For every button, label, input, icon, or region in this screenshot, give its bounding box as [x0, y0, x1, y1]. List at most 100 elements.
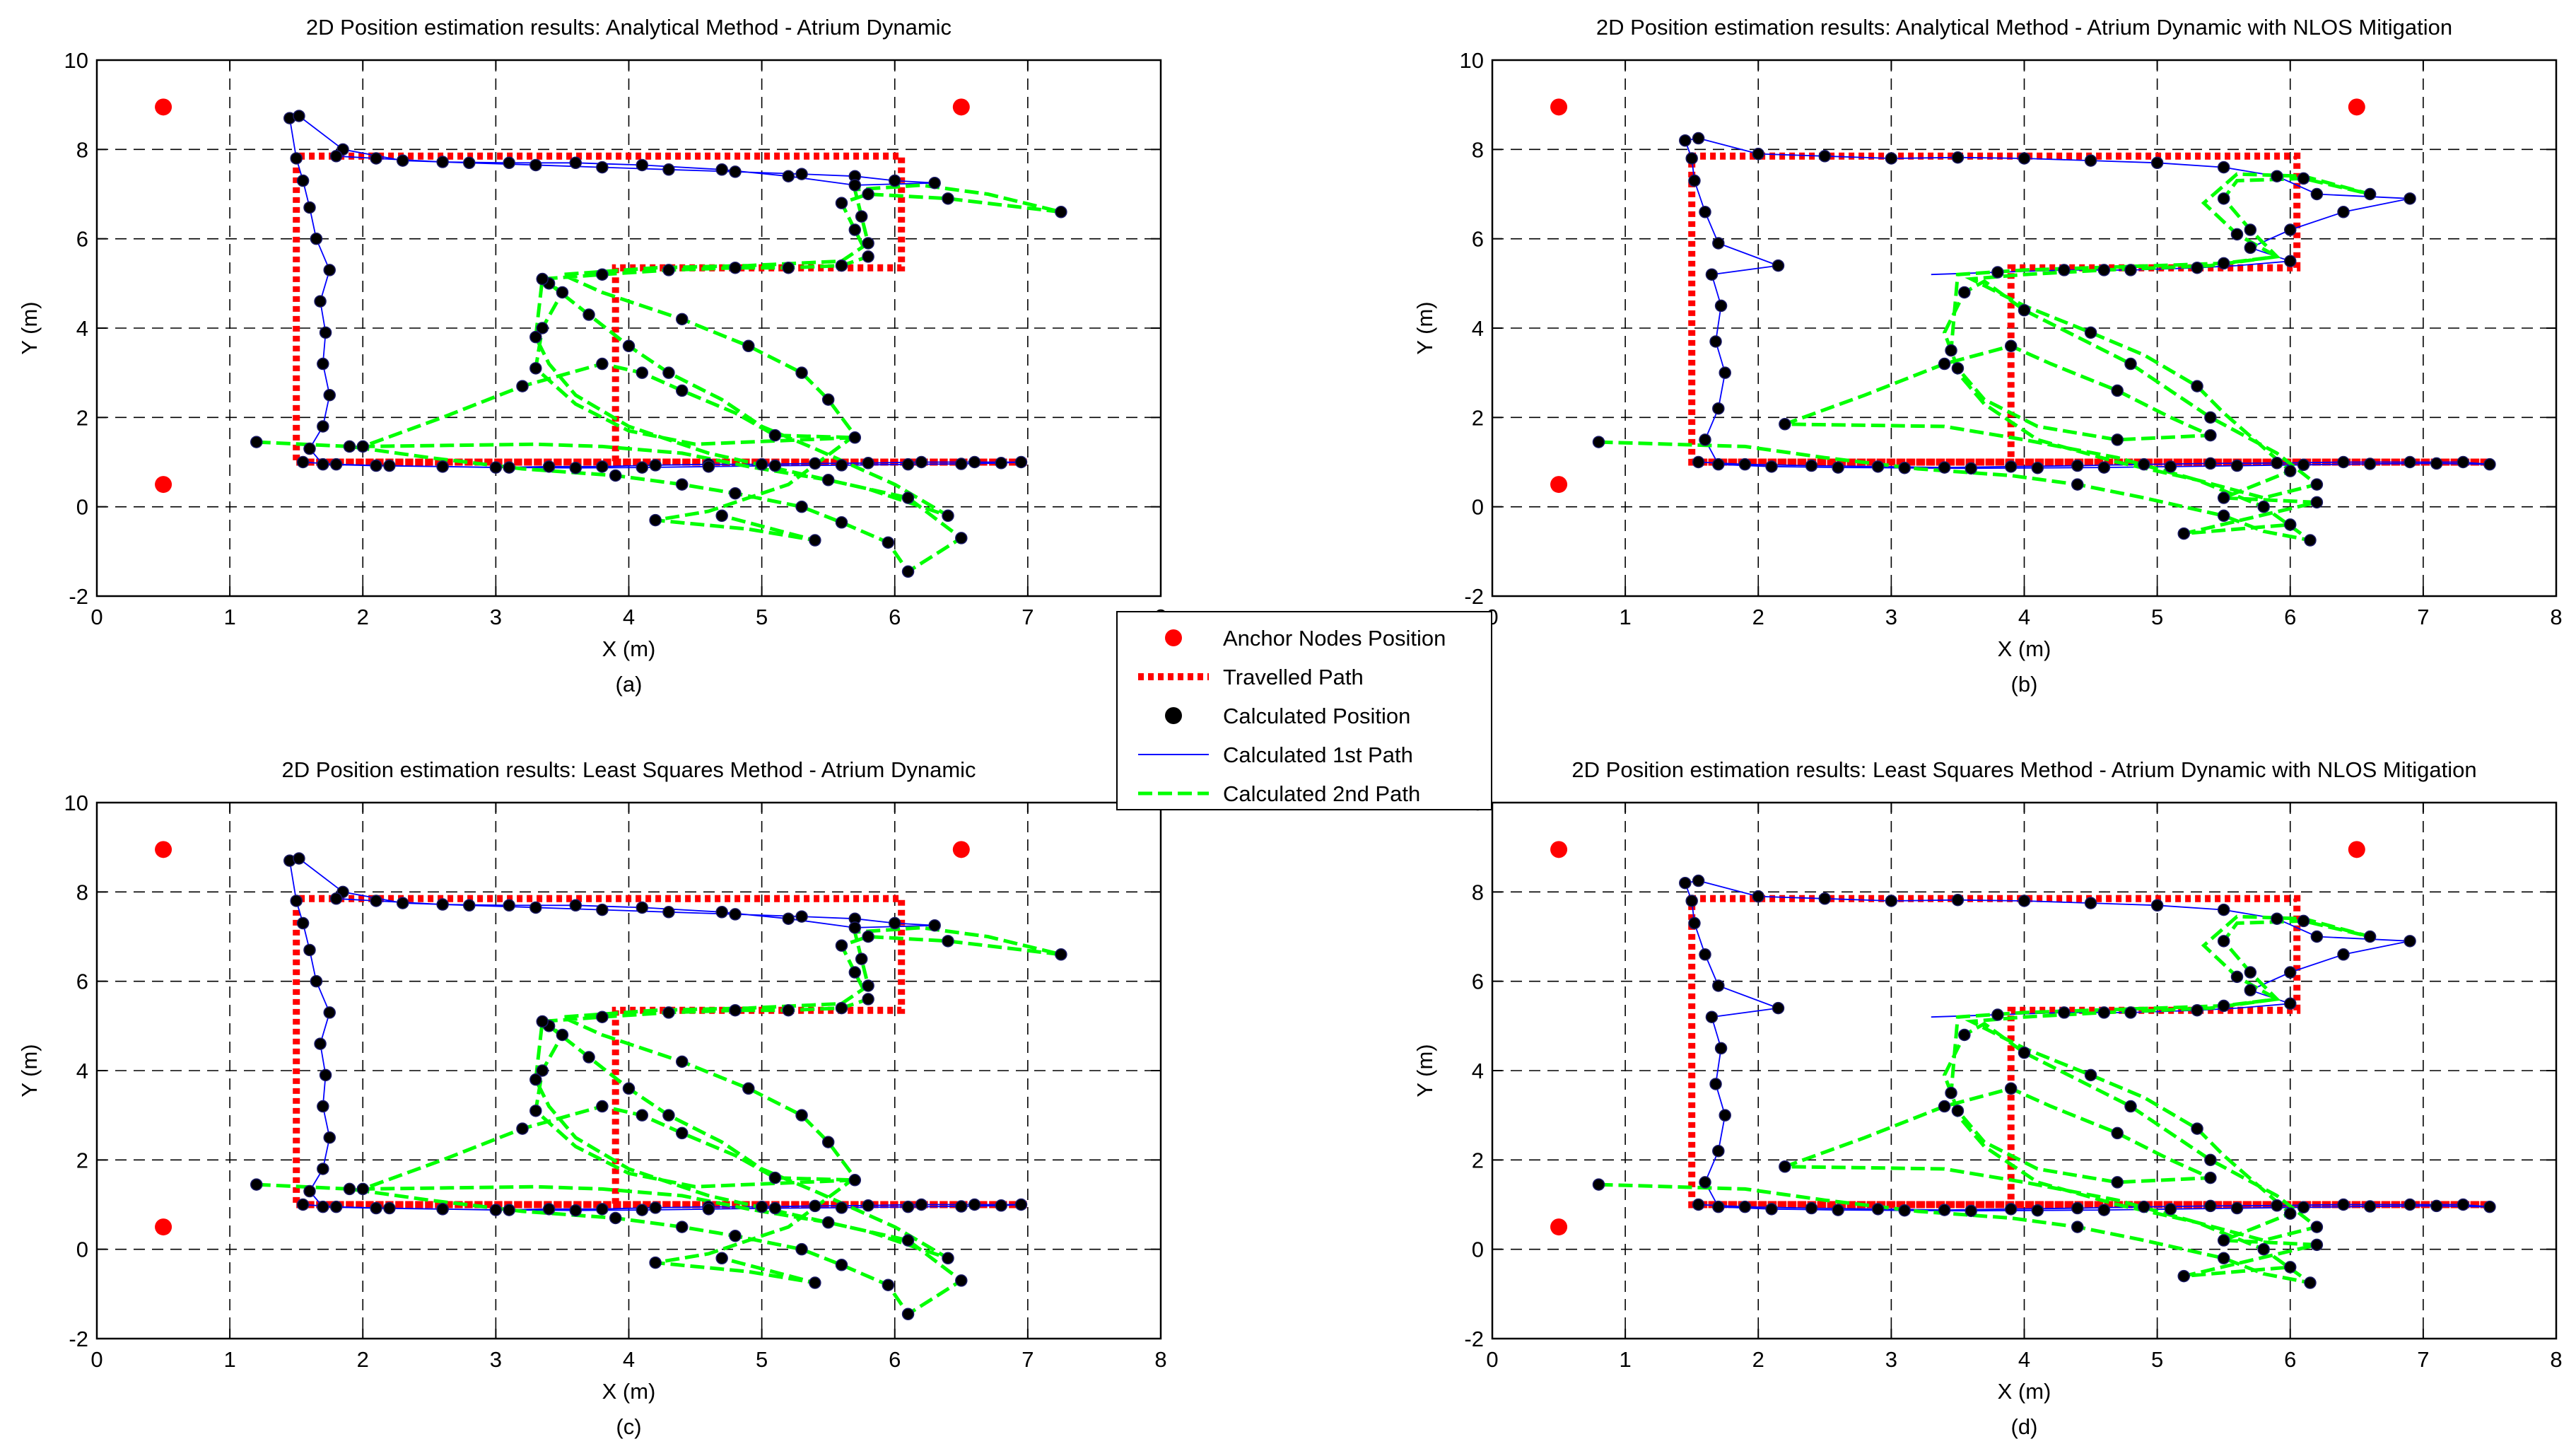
calculated-position-point	[2177, 1269, 2190, 1283]
calculated-position-point	[516, 380, 529, 392]
anchor-node-point	[952, 841, 970, 858]
calculated-position-point	[529, 330, 542, 344]
calculated-position-point	[2404, 935, 2416, 948]
calculated-position-point	[1938, 461, 1951, 474]
calculated-position-point	[755, 1200, 768, 1213]
calculated-position-point	[596, 1100, 609, 1113]
calculated-position-point	[729, 261, 742, 274]
calculated-position-point	[536, 322, 549, 334]
calculated-position-point	[862, 250, 874, 263]
calculated-position-point	[2404, 455, 2416, 469]
calculated-position-point	[1772, 1001, 1785, 1015]
calculated-position-point	[676, 1055, 689, 1068]
anchor-node-point	[155, 841, 172, 858]
calculated-position-point	[862, 930, 874, 943]
calculated-position-point	[303, 442, 316, 455]
calculated-position-point	[2457, 455, 2470, 469]
anchor-nodes	[1550, 841, 2365, 1236]
calculated-position-point	[821, 393, 835, 406]
y-tick-label: 4	[76, 1059, 88, 1083]
calculated-position-point	[2310, 1238, 2324, 1252]
calculated-position-point	[596, 1011, 609, 1023]
calculated-position-point	[768, 459, 782, 472]
calculated-position-point	[2404, 192, 2416, 205]
x-tick-label: 2	[1752, 1347, 1764, 1372]
calculated-position-point	[2150, 899, 2164, 912]
calculated-position-point	[356, 440, 369, 453]
calculated-position-point	[370, 1201, 382, 1215]
calculated-position-point	[2310, 930, 2324, 943]
calculated-position-point	[2111, 384, 2124, 397]
calculated-position-point	[855, 210, 868, 223]
calculated-position-point	[1712, 237, 1725, 250]
grid	[97, 803, 1161, 1339]
calculated-position-point	[676, 384, 689, 397]
calculated-position-point	[2304, 534, 2317, 547]
legend-label: Anchor Nodes Position	[1223, 626, 1446, 651]
y-tick-label: 8	[1472, 880, 1484, 904]
y-tick-label: 8	[76, 137, 88, 162]
x-tick-label: 8	[1154, 1347, 1166, 1372]
legend-marker	[1165, 629, 1182, 646]
y-tick-label: 10	[64, 791, 88, 815]
calculated-position-point	[2164, 460, 2177, 473]
calculated-position-point	[1898, 1204, 1911, 1217]
anchor-nodes	[1550, 98, 2365, 494]
calculated-position-point	[323, 1131, 336, 1144]
calculated-position-point	[436, 460, 449, 473]
y-tick-label: -2	[1464, 1327, 1484, 1351]
calculated-position-point	[329, 458, 343, 471]
calculated-position-point	[1765, 460, 1778, 473]
calculated-position-point	[636, 1109, 649, 1122]
y-tick-label: 4	[76, 316, 88, 341]
y-tick-label: 10	[64, 48, 88, 73]
calculated-position-point	[855, 953, 868, 965]
calculated-position-point	[329, 892, 343, 905]
x-tick-label: 3	[490, 605, 502, 629]
calculated-position-point	[901, 1308, 915, 1321]
calculated-position-point	[489, 1204, 503, 1216]
calculated-position-point	[1951, 893, 1965, 907]
calculated-position-point	[915, 455, 928, 469]
calculated-position-point	[2124, 264, 2137, 276]
x-tick-label: 1	[1620, 1347, 1632, 1372]
calculated-position-point	[383, 459, 396, 472]
calculated-position-point	[2310, 478, 2324, 491]
calculated-position-point	[636, 158, 649, 172]
calculated-position-point	[862, 993, 874, 1006]
calculated-position-point	[901, 1234, 915, 1247]
calculated-position-point	[1692, 132, 1705, 145]
calculated-position-point	[882, 536, 895, 549]
calculated-position-point	[329, 150, 343, 163]
calculated-position-point	[542, 460, 556, 473]
calculated-position-point	[323, 1006, 336, 1019]
calculated-position-point	[1898, 461, 1911, 474]
legend-item: Calculated 1st Path	[1138, 742, 1413, 767]
x-tick-label: 4	[623, 1347, 635, 1372]
y-tick-label: 8	[1472, 137, 1484, 162]
calculated-position-point	[250, 1178, 263, 1191]
calculated-position-point	[396, 897, 409, 909]
y-tick-label: -2	[69, 1327, 88, 1351]
calculated-position-point	[1951, 151, 1965, 164]
calculated-position-point	[768, 1171, 782, 1184]
calculated-position-point	[1951, 362, 1965, 375]
calculated-position-point	[809, 1276, 821, 1289]
calculated-position-point	[1709, 335, 1722, 348]
calculated-position-point	[942, 1252, 954, 1265]
calculated-position-point	[715, 906, 728, 919]
calculated-position-point	[1965, 462, 1977, 475]
calculated-position-point	[317, 1163, 329, 1175]
calculated-position-point	[835, 1259, 848, 1271]
calculated-position-point	[809, 457, 821, 470]
grid	[1492, 60, 2556, 596]
y-axis-label: Y (m)	[1412, 301, 1437, 354]
calculated-position-point	[1832, 461, 1844, 474]
x-tick-label: 4	[623, 605, 635, 629]
calculated-position-point	[1719, 1109, 1731, 1122]
calculated-position-point	[2284, 465, 2297, 477]
calculated-position-point	[2457, 1198, 2470, 1211]
calculated-position-point	[2284, 223, 2297, 236]
calculated-position-point	[2138, 1200, 2150, 1213]
